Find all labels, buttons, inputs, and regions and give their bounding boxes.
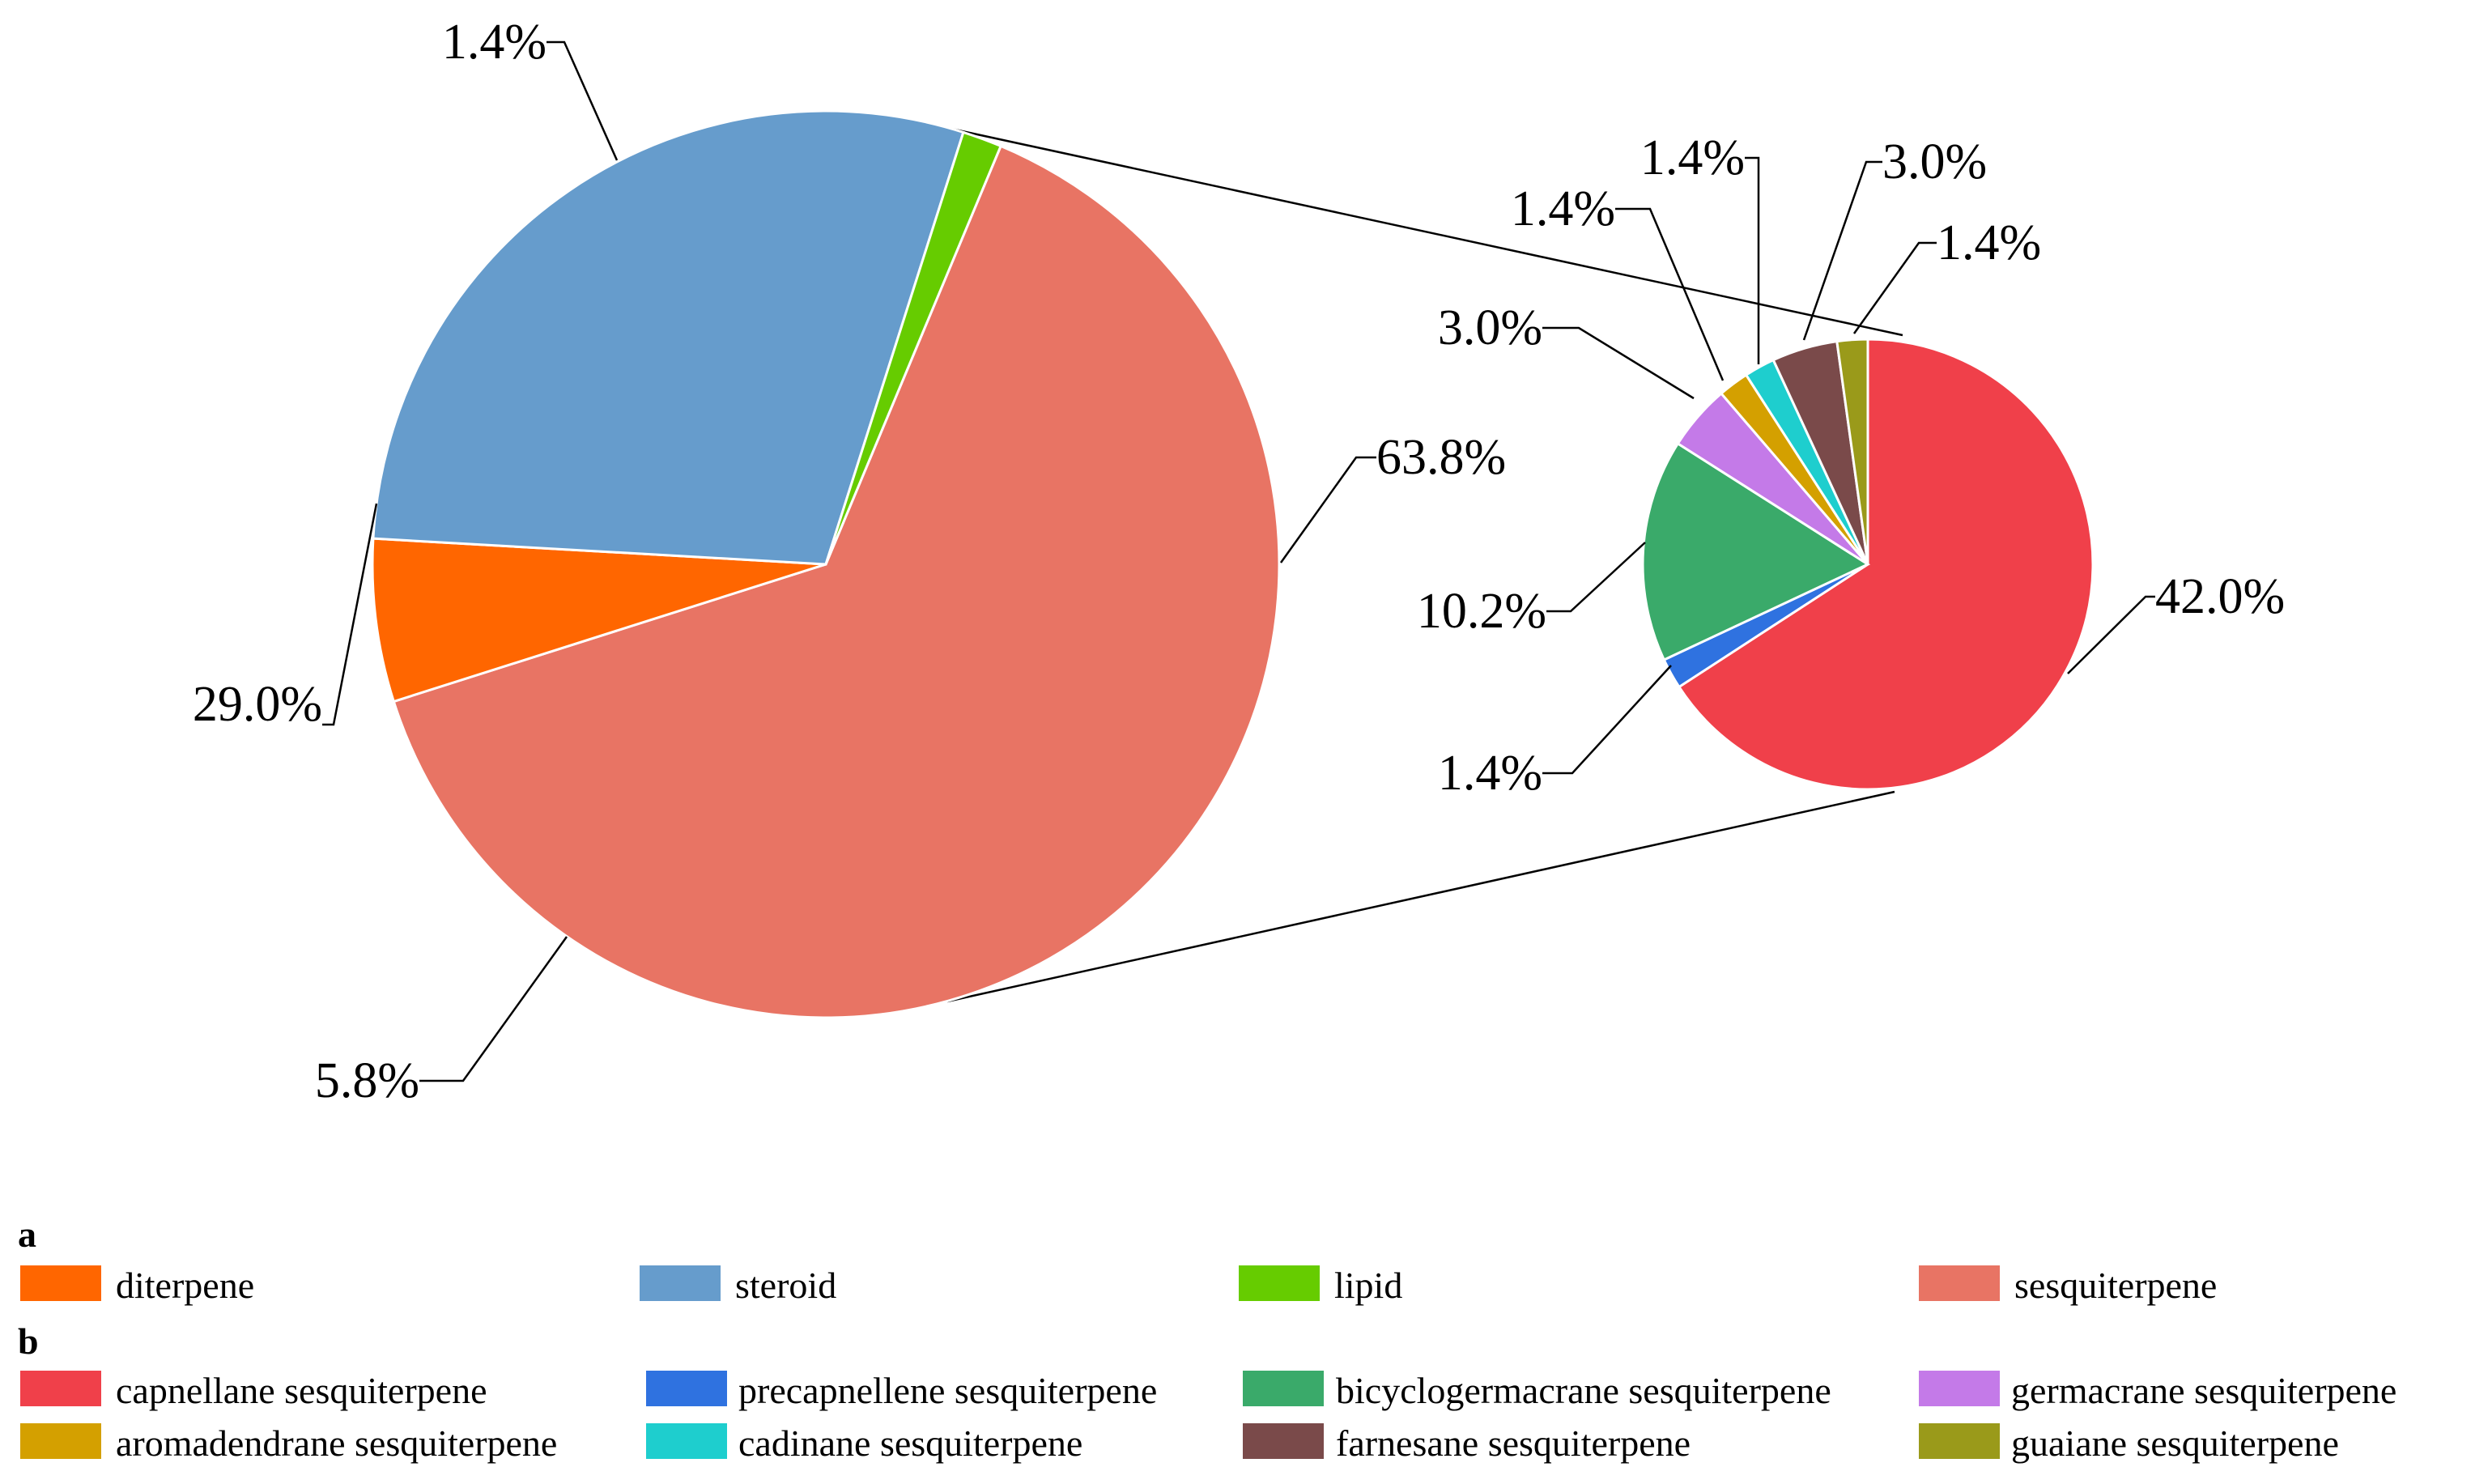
- label-a-steroid: 29.0%: [193, 677, 322, 732]
- leader-b-aromadendrane: [1615, 207, 1725, 381]
- leader-b-farnesane: [1802, 160, 1882, 341]
- leader-b-germacrane: [1542, 326, 1695, 400]
- legend-b-swatch-germacrane: [1919, 1371, 2000, 1406]
- legend-heading-a: a: [18, 1214, 36, 1255]
- leader-b-precapnellene: [1542, 665, 1672, 775]
- legend-b-swatch-farnesane: [1243, 1423, 1324, 1459]
- legend-b-swatch-precapnellene: [646, 1371, 727, 1406]
- legend: a diterpene steroid lipid sesquiterpene …: [18, 1214, 2397, 1464]
- legend-b-label-guaiane: guaiane sesquiterpene: [2011, 1422, 2339, 1464]
- legend-a-swatch-lipid: [1239, 1265, 1320, 1301]
- legend-b-label-cadinane: cadinane sesquiterpene: [738, 1422, 1082, 1464]
- legend-a-label-diterpene: diterpene: [116, 1265, 254, 1306]
- legend-a-swatch-sesquiterpene: [1919, 1265, 2000, 1301]
- label-b-farnesane: 3.0%: [1882, 134, 1987, 189]
- legend-b-label-precapnellene: precapnellene sesquiterpene: [738, 1370, 1157, 1411]
- legend-b-swatch-aromadendrane: [20, 1423, 101, 1459]
- legend-b-swatch-cadinane: [646, 1423, 727, 1459]
- legend-b-items: capnellane sesquiterpene precapnellene s…: [20, 1370, 2397, 1464]
- pie-b-slice-bicyclogermacrane-sesquiterpene: [1641, 441, 1871, 661]
- legend-a-label-sesquiterpene: sesquiterpene: [2014, 1265, 2217, 1306]
- legend-b-swatch-capnellane: [20, 1371, 101, 1406]
- legend-a-label-steroid: steroid: [735, 1265, 836, 1306]
- leader-a-diterpene: [419, 936, 568, 1082]
- leader-b-guaiane: [1852, 241, 1937, 334]
- label-b-germacrane: 3.0%: [1438, 300, 1542, 355]
- label-b-capnellane: 42.0%: [2155, 569, 2285, 624]
- label-a-sesquiterpene: 63.8%: [1376, 430, 1506, 485]
- label-b-bicyclogermacrane: 10.2%: [1417, 584, 1546, 639]
- leader-a-sesquiterpene: [1279, 456, 1376, 563]
- pie-b: [1641, 338, 2095, 791]
- legend-a-swatch-diterpene: [20, 1265, 101, 1301]
- legend-a-label-lipid: lipid: [1334, 1265, 1402, 1306]
- leader-a-lipid: [547, 40, 619, 161]
- label-a-lipid: 1.4%: [442, 15, 547, 70]
- label-b-cadinane: 1.4%: [1640, 130, 1745, 185]
- connector-line-bottom: [946, 790, 1895, 1003]
- label-a-diterpene: 5.8%: [315, 1053, 419, 1108]
- pie-a-slice-sesquiterpene: [392, 144, 1281, 1019]
- legend-heading-b: b: [18, 1320, 39, 1362]
- legend-b-label-aromadendrane: aromadendrane sesquiterpene: [116, 1422, 557, 1464]
- leader-b-cadinane: [1745, 156, 1760, 364]
- pie-a-slice-steroid: [372, 109, 965, 566]
- legend-b-label-farnesane: farnesane sesquiterpene: [1336, 1422, 1691, 1464]
- legend-b-label-capnellane: capnellane sesquiterpene: [116, 1370, 487, 1411]
- label-b-aromadendrane: 1.4%: [1511, 181, 1615, 236]
- legend-a-items: diterpene steroid lipid sesquiterpene: [20, 1265, 2217, 1306]
- connector-line-top: [946, 126, 1903, 337]
- pie-a-slice-diterpene: [371, 537, 827, 704]
- leader-b-capnellane: [2067, 595, 2155, 674]
- legend-b-swatch-guaiane: [1919, 1423, 2000, 1459]
- pie-a-slice-lipid: [824, 130, 1003, 565]
- leader-a-steroid: [322, 503, 378, 726]
- legend-b-label-germacrane: germacrane sesquiterpene: [2011, 1370, 2397, 1411]
- legend-b-label-bicyclogermacrane: bicyclogermacrane sesquiterpene: [1336, 1370, 1831, 1411]
- legend-b-swatch-bicyclogermacrane: [1243, 1371, 1324, 1406]
- leader-b-bicyclogermacrane: [1546, 542, 1646, 613]
- label-b-guaiane: 1.4%: [1937, 215, 2041, 270]
- legend-a-swatch-steroid: [640, 1265, 721, 1301]
- pie-b-slice-guaiane-sesquiterpene: [1835, 338, 1869, 565]
- label-b-precapnellene: 1.4%: [1438, 746, 1542, 801]
- pie-a: [371, 109, 1281, 1019]
- pie-b-slice-capnellane-sesquiterpene: [1677, 338, 2095, 791]
